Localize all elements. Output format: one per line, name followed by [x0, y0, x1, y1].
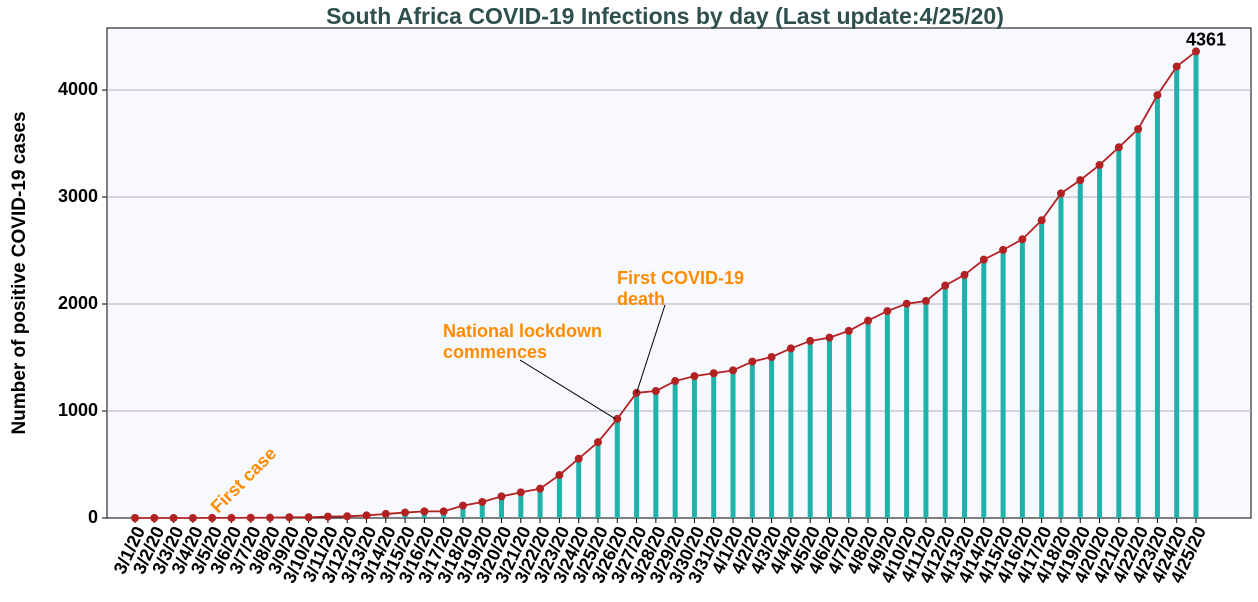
bar	[885, 311, 890, 518]
bar	[1194, 51, 1199, 518]
bar	[1039, 220, 1044, 518]
point	[883, 307, 891, 315]
bar	[962, 275, 967, 518]
bar	[827, 338, 832, 518]
bar	[1136, 129, 1141, 518]
bar	[557, 475, 562, 518]
point	[440, 507, 448, 515]
bar	[866, 321, 871, 518]
point	[150, 514, 158, 522]
bar	[808, 341, 813, 518]
bar	[538, 489, 543, 518]
point	[362, 511, 370, 519]
point	[1173, 63, 1181, 71]
point	[189, 514, 197, 522]
bar	[1078, 180, 1083, 518]
point	[478, 498, 486, 506]
bar	[1174, 67, 1179, 518]
bar	[923, 301, 928, 518]
point	[690, 372, 698, 380]
point	[787, 344, 795, 352]
point	[1076, 176, 1084, 184]
point	[536, 485, 544, 493]
bar	[634, 393, 639, 518]
point	[1057, 189, 1065, 197]
point	[903, 300, 911, 308]
point	[1115, 143, 1123, 151]
bar	[711, 373, 716, 518]
point	[1096, 161, 1104, 169]
point	[401, 509, 409, 517]
bar	[943, 286, 948, 518]
point	[1153, 91, 1161, 99]
bar	[731, 370, 736, 518]
point	[382, 510, 390, 518]
point	[343, 512, 351, 520]
point	[498, 492, 506, 500]
bar	[1001, 250, 1006, 518]
point	[768, 353, 776, 361]
point	[459, 502, 467, 510]
point	[555, 471, 563, 479]
point	[825, 334, 833, 342]
bar	[750, 362, 755, 518]
point	[980, 256, 988, 264]
point	[1018, 235, 1026, 243]
y-tick-label: 4000	[58, 79, 98, 99]
bar	[904, 304, 909, 518]
bar	[1020, 239, 1025, 518]
point	[961, 271, 969, 279]
bar	[846, 331, 851, 518]
point	[575, 455, 583, 463]
bar	[615, 419, 620, 518]
bar	[576, 459, 581, 518]
point	[864, 317, 872, 325]
point	[420, 507, 428, 515]
point	[941, 282, 949, 290]
value-label: 4361	[1186, 29, 1226, 49]
point	[652, 387, 660, 395]
bar	[595, 442, 600, 518]
point	[710, 369, 718, 377]
bar	[692, 376, 697, 518]
point	[845, 327, 853, 335]
bar	[653, 391, 658, 518]
point	[285, 513, 293, 521]
bar	[1155, 95, 1160, 518]
point	[922, 297, 930, 305]
bar	[769, 357, 774, 518]
y-axis-label: Number of positive COVID-19 cases	[9, 111, 30, 434]
point	[208, 514, 216, 522]
point	[170, 514, 178, 522]
y-tick-label: 1000	[58, 400, 98, 420]
y-tick-label: 3000	[58, 186, 98, 206]
point	[999, 246, 1007, 254]
bar	[1058, 193, 1063, 518]
point	[806, 337, 814, 345]
point	[266, 514, 274, 522]
point	[729, 366, 737, 374]
point	[594, 438, 602, 446]
point	[1134, 125, 1142, 133]
point	[748, 358, 756, 366]
point	[517, 488, 525, 496]
bar	[673, 381, 678, 518]
point	[1038, 216, 1046, 224]
point	[671, 377, 679, 385]
bar	[1097, 165, 1102, 518]
point	[305, 513, 313, 521]
chart-title: South Africa COVID-19 Infections by day …	[326, 3, 1004, 29]
bar	[981, 260, 986, 518]
y-tick-label: 0	[88, 507, 98, 527]
bar	[788, 348, 793, 518]
point	[324, 513, 332, 521]
bar	[1116, 147, 1121, 518]
point	[131, 514, 139, 522]
point	[247, 514, 255, 522]
point	[227, 514, 235, 522]
y-tick-label: 2000	[58, 293, 98, 313]
